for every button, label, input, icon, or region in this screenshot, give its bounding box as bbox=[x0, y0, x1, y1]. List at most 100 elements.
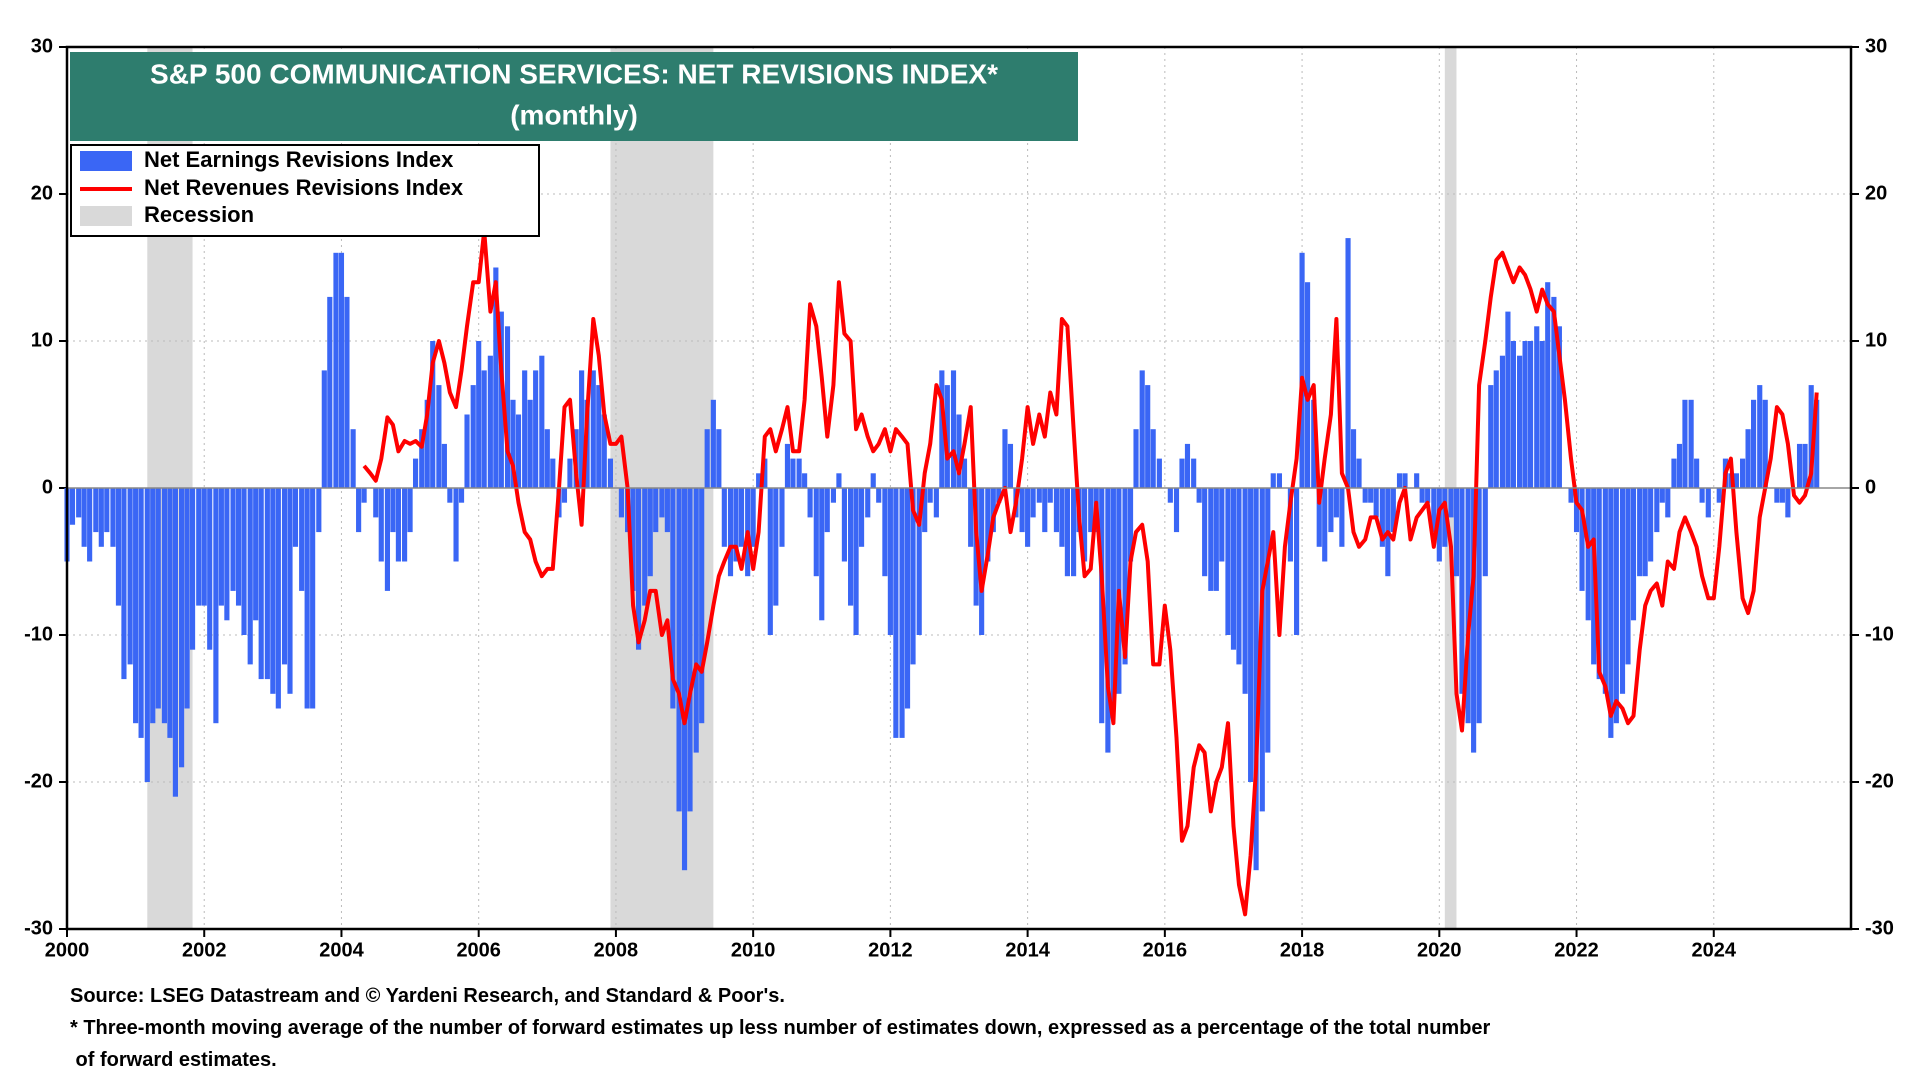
bar bbox=[916, 488, 922, 635]
bar bbox=[596, 385, 602, 488]
bar bbox=[1105, 488, 1111, 753]
bar bbox=[1019, 488, 1025, 533]
bar bbox=[207, 488, 213, 650]
x-tick-label: 2006 bbox=[456, 939, 501, 961]
bar bbox=[275, 488, 281, 709]
bar bbox=[430, 341, 436, 488]
bar bbox=[1402, 473, 1408, 488]
bar bbox=[887, 488, 893, 635]
bar bbox=[1184, 443, 1191, 488]
bar bbox=[258, 488, 264, 680]
bar bbox=[1208, 488, 1214, 591]
bar bbox=[1493, 370, 1499, 488]
bar bbox=[841, 488, 847, 562]
bar bbox=[1471, 488, 1477, 753]
legend-box bbox=[70, 144, 540, 237]
bar bbox=[1676, 443, 1683, 488]
bar bbox=[515, 414, 522, 488]
bar bbox=[1545, 282, 1551, 488]
bar bbox=[996, 488, 1002, 503]
bar bbox=[1750, 399, 1757, 488]
bar bbox=[1745, 429, 1751, 488]
bar bbox=[1556, 326, 1562, 488]
bar bbox=[1133, 429, 1139, 488]
bar bbox=[642, 488, 648, 606]
chart-title: S&P 500 COMMUNICATION SERVICES: NET REVI… bbox=[150, 58, 998, 89]
bar bbox=[904, 488, 911, 709]
bar bbox=[1025, 488, 1031, 547]
bar bbox=[1390, 488, 1396, 533]
y2-tick-label: 10 bbox=[1865, 329, 1887, 351]
bar bbox=[1122, 488, 1128, 665]
bar bbox=[910, 488, 916, 665]
bar bbox=[956, 414, 962, 488]
bar bbox=[750, 488, 756, 547]
bar bbox=[630, 488, 636, 591]
bar bbox=[733, 488, 739, 562]
bar bbox=[802, 473, 808, 488]
x-tick-label: 2008 bbox=[594, 939, 639, 961]
bar bbox=[316, 488, 322, 533]
bar bbox=[927, 488, 933, 503]
bar bbox=[939, 370, 945, 488]
bar bbox=[464, 414, 470, 488]
bar bbox=[870, 473, 876, 488]
bar bbox=[1311, 399, 1317, 488]
x-tick-label: 2024 bbox=[1692, 939, 1737, 961]
bar bbox=[1047, 488, 1053, 503]
bar bbox=[441, 443, 447, 488]
bar bbox=[1442, 488, 1448, 547]
bar bbox=[218, 488, 224, 606]
bar bbox=[1814, 399, 1820, 488]
bar bbox=[1539, 341, 1545, 488]
bar bbox=[310, 488, 316, 709]
bar bbox=[1396, 473, 1403, 488]
bar bbox=[1733, 473, 1739, 488]
bar bbox=[104, 488, 110, 533]
legend-label: Recession bbox=[144, 202, 254, 227]
x-tick-label: 2020 bbox=[1417, 939, 1462, 961]
bar bbox=[1476, 488, 1482, 724]
bar bbox=[1373, 488, 1379, 518]
bar bbox=[378, 488, 384, 562]
bar bbox=[1527, 341, 1534, 488]
bar bbox=[922, 488, 928, 533]
legend: Net Earnings Revisions Index Net Revenues… bbox=[70, 144, 540, 237]
bar bbox=[333, 252, 339, 488]
bar bbox=[510, 399, 516, 488]
footnote: of forward estimates. bbox=[70, 1049, 277, 1071]
bar bbox=[201, 488, 207, 606]
bar bbox=[1613, 488, 1619, 724]
bar bbox=[990, 488, 996, 533]
bar bbox=[1448, 488, 1454, 518]
bar bbox=[1716, 488, 1722, 503]
bar bbox=[533, 370, 539, 488]
bar bbox=[504, 326, 511, 488]
bar bbox=[1779, 488, 1785, 503]
bar bbox=[1042, 488, 1048, 533]
bar bbox=[498, 311, 504, 488]
bar bbox=[1608, 488, 1614, 738]
bar bbox=[390, 488, 396, 533]
bar bbox=[1642, 488, 1648, 577]
bar bbox=[1304, 282, 1311, 488]
bar bbox=[1625, 488, 1631, 665]
bar bbox=[1053, 488, 1060, 533]
x-tick-label: 2010 bbox=[731, 939, 776, 961]
x-tick-label: 2002 bbox=[182, 939, 227, 961]
bar bbox=[1030, 488, 1036, 518]
bar bbox=[1265, 488, 1271, 753]
bar bbox=[436, 385, 442, 488]
bar bbox=[618, 488, 624, 518]
bar bbox=[453, 488, 459, 562]
bar bbox=[836, 473, 842, 488]
bar bbox=[647, 488, 653, 577]
bar bbox=[1419, 488, 1425, 503]
bar bbox=[1785, 488, 1791, 518]
bar bbox=[1236, 488, 1242, 665]
bar bbox=[704, 429, 710, 488]
bar bbox=[1322, 488, 1328, 562]
bar bbox=[189, 488, 196, 650]
bar bbox=[241, 488, 247, 635]
x-tick-label: 2012 bbox=[868, 939, 913, 961]
